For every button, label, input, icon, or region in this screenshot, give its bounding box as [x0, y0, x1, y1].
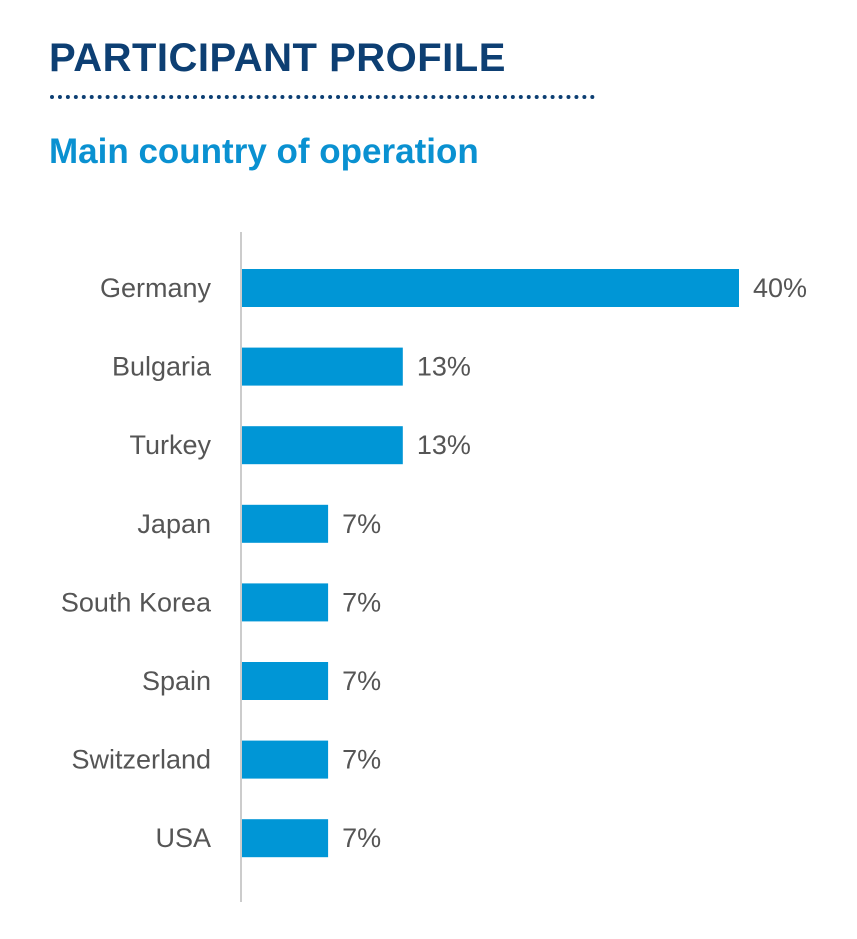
- value-label: 40%: [753, 273, 807, 303]
- category-label: Switzerland: [71, 745, 211, 775]
- bar: [241, 504, 329, 543]
- bar: [241, 662, 329, 700]
- bar: [241, 426, 403, 465]
- bar: [241, 583, 329, 622]
- category-label: Bulgaria: [112, 352, 212, 382]
- bar: [241, 347, 403, 386]
- category-label: South Korea: [61, 587, 212, 617]
- value-label: 7%: [342, 587, 381, 617]
- bar: [241, 740, 329, 779]
- value-label: 7%: [342, 509, 381, 539]
- value-label: 13%: [417, 352, 471, 382]
- category-label: Germany: [100, 273, 212, 303]
- bar: [241, 269, 739, 307]
- category-label: USA: [155, 823, 211, 853]
- value-label: 7%: [342, 823, 381, 853]
- bar: [241, 819, 329, 858]
- title-divider: [50, 95, 595, 99]
- page-title: PARTICIPANT PROFILE: [49, 36, 506, 80]
- category-label: Spain: [142, 666, 211, 696]
- category-label: Turkey: [129, 430, 211, 460]
- category-label: Japan: [137, 509, 211, 539]
- value-label: 13%: [417, 430, 471, 460]
- value-label: 7%: [342, 666, 381, 696]
- value-label: 7%: [342, 745, 381, 775]
- chart-title: Main country of operation: [49, 132, 479, 171]
